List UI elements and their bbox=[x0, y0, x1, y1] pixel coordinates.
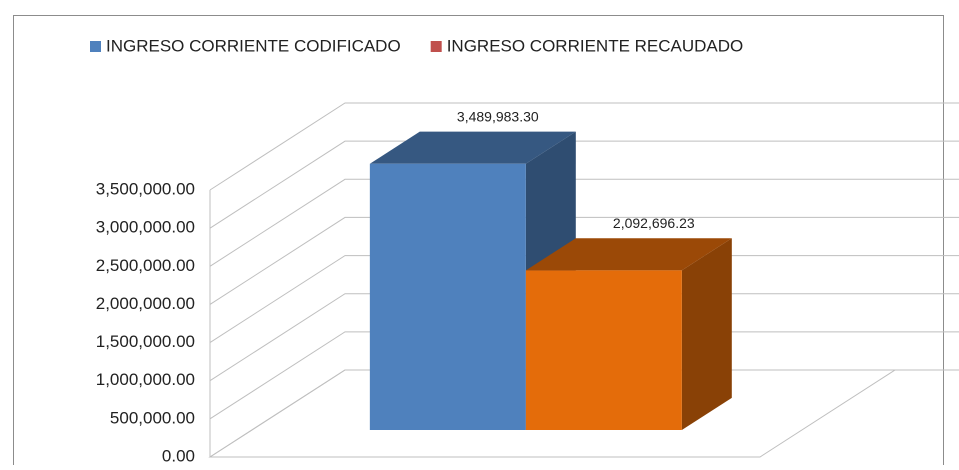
bar-side bbox=[681, 238, 732, 431]
y-tick-label: 500,000.00 bbox=[110, 408, 195, 427]
grid-line bbox=[209, 140, 959, 229]
legend-label: INGRESO CORRIENTE RECAUDADO bbox=[447, 36, 744, 55]
y-tick-label: 3,500,000.00 bbox=[96, 179, 195, 198]
grid-line bbox=[209, 102, 959, 191]
bar-top bbox=[369, 131, 576, 164]
grid-line bbox=[209, 331, 959, 420]
bar-front bbox=[369, 163, 526, 431]
value-label: 2,092,696.23 bbox=[613, 215, 695, 231]
value-label: 3,489,983.30 bbox=[457, 108, 539, 124]
grid-line bbox=[209, 255, 959, 343]
y-tick-label: 0.00 bbox=[162, 446, 195, 465]
y-tick-label: 2,500,000.00 bbox=[96, 256, 195, 275]
bar-front bbox=[525, 270, 682, 431]
grid-line bbox=[209, 216, 959, 305]
legend-label: INGRESO CORRIENTE CODIFICADO bbox=[106, 36, 401, 55]
legend-swatch bbox=[430, 41, 442, 52]
y-tick-label: 2,000,000.00 bbox=[96, 294, 195, 313]
legend-swatch bbox=[90, 41, 101, 52]
y-tick-label: 1,000,000.00 bbox=[96, 370, 195, 389]
y-tick-label: 3,000,000.00 bbox=[96, 218, 195, 237]
grid-line bbox=[209, 369, 959, 458]
y-tick-label: 1,500,000.00 bbox=[96, 332, 195, 351]
grid-line bbox=[209, 178, 959, 267]
grid-line bbox=[209, 293, 959, 382]
bar bbox=[525, 238, 732, 431]
bar-top bbox=[525, 238, 732, 271]
